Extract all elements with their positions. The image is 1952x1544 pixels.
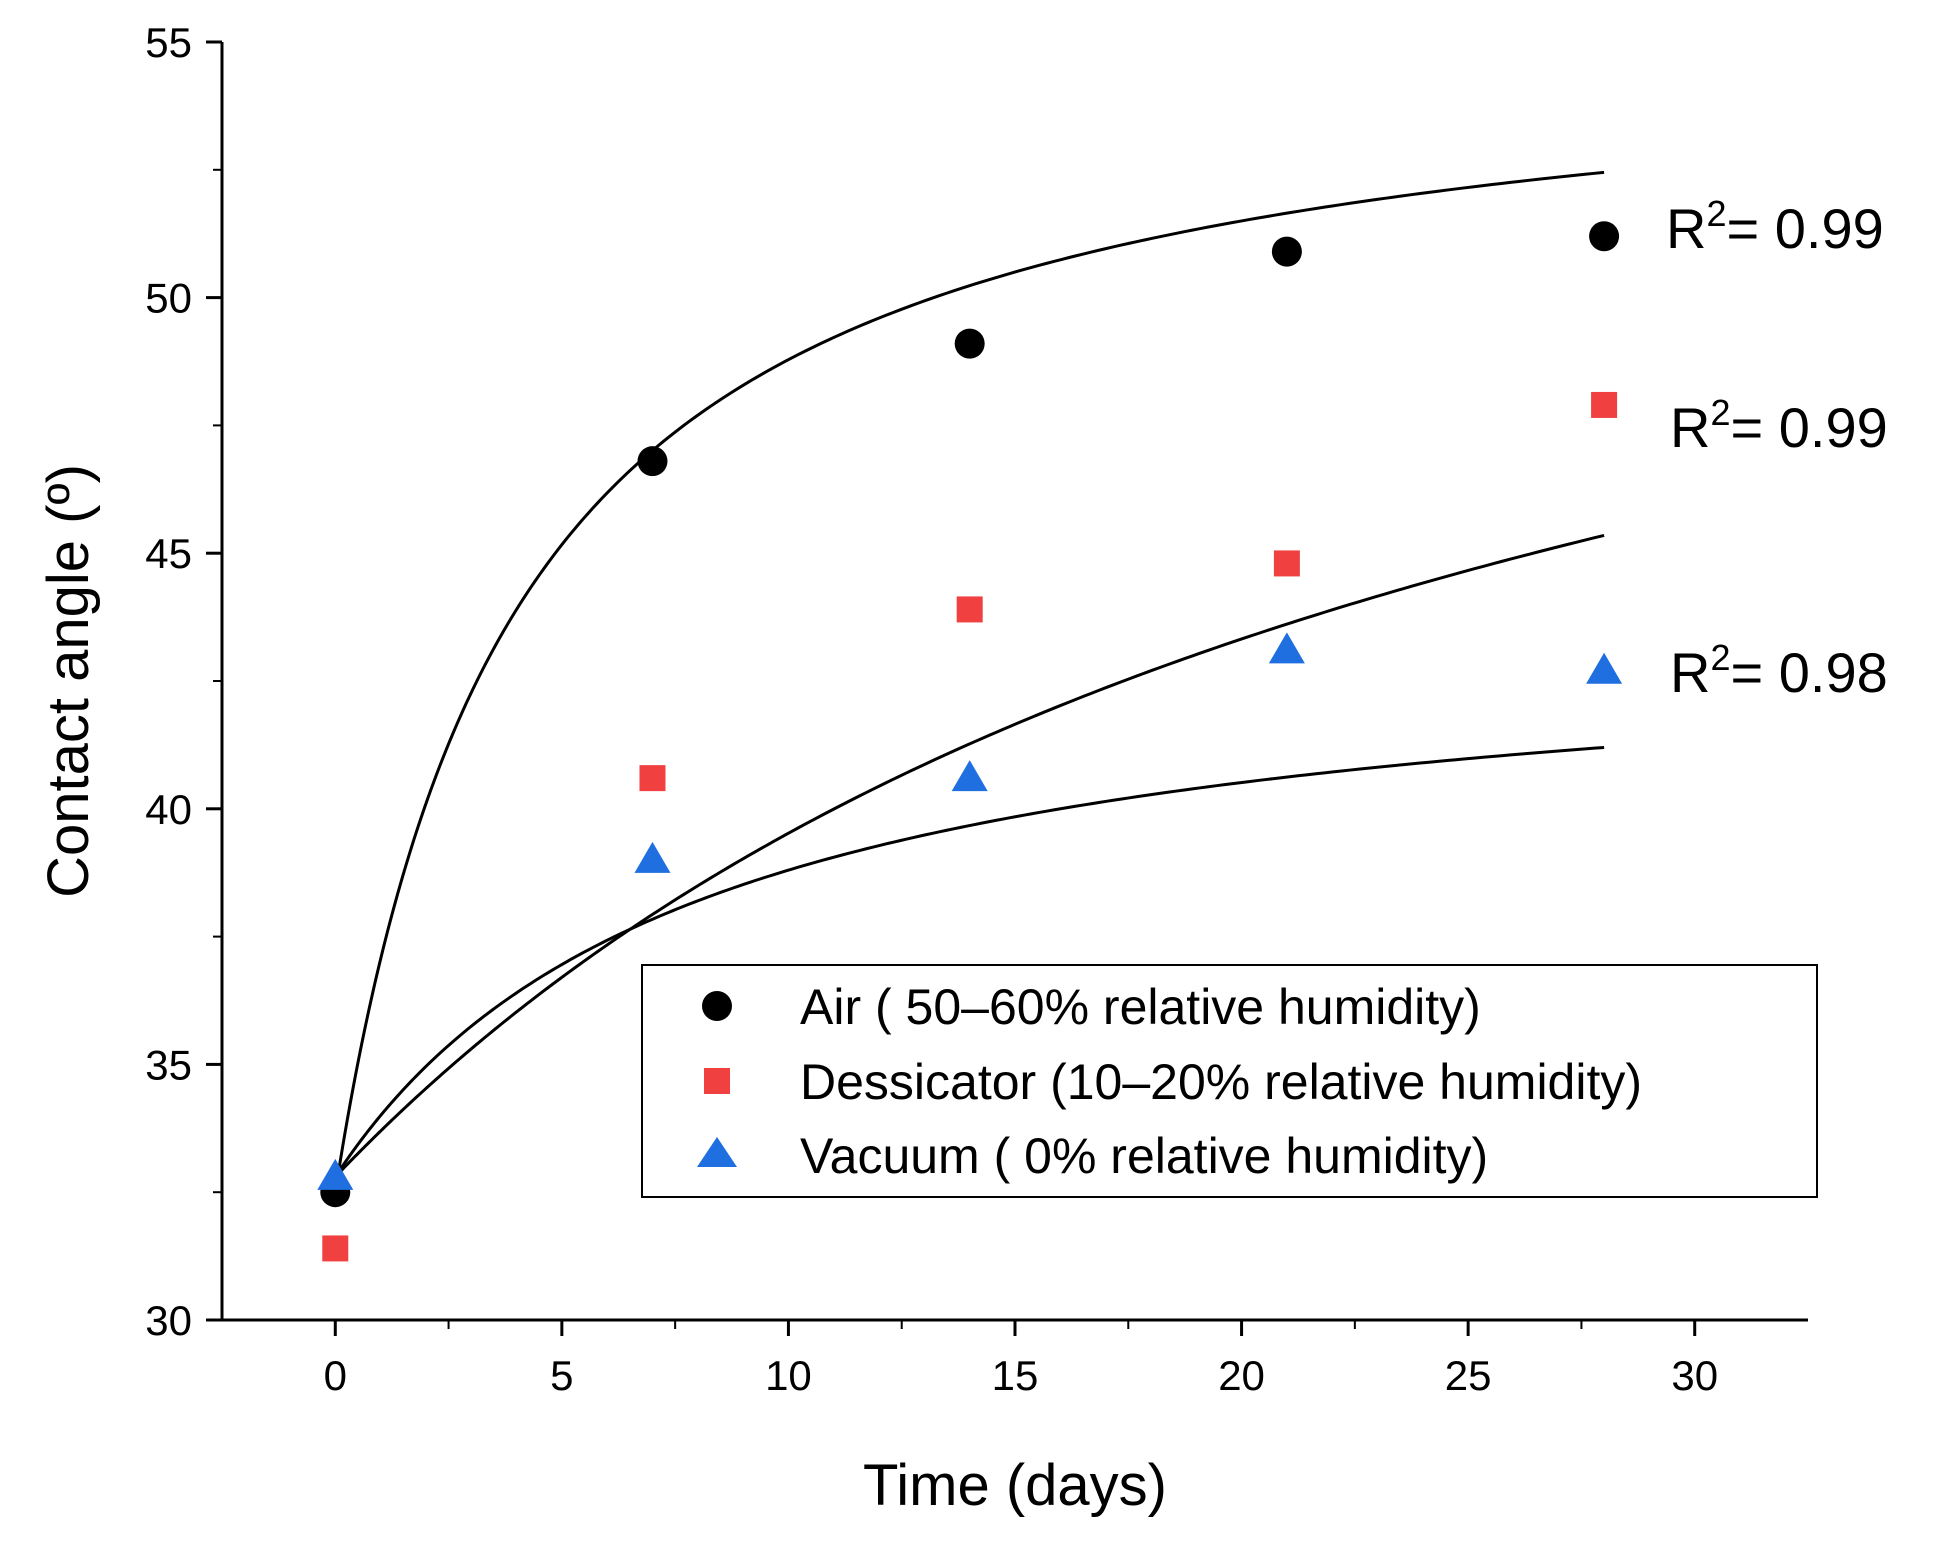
vacuum-data-point <box>634 841 671 873</box>
vacuum-data-point <box>951 760 988 792</box>
y-tick-label: 40 <box>145 786 192 833</box>
vacuum-data-point <box>317 1158 354 1190</box>
legend-dessicator-marker <box>704 1068 730 1094</box>
x-tick-label: 20 <box>1218 1352 1265 1399</box>
air-data-point <box>1589 221 1620 252</box>
legend-vacuum-label: Vacuum ( 0% relative humidity) <box>800 1128 1488 1184</box>
legend-air-marker <box>702 991 732 1021</box>
legend-vacuum-marker <box>697 1137 737 1167</box>
x-tick-label: 5 <box>550 1352 573 1399</box>
vacuum-data-point <box>1268 632 1305 664</box>
fit-curve <box>334 533 1605 1178</box>
legend-air-label: Air ( 50–60% relative humidity) <box>800 979 1481 1035</box>
y-tick-label: 30 <box>145 1297 192 1344</box>
x-tick-label: 10 <box>765 1352 812 1399</box>
r2-air-label: R2= 0.99 <box>1666 193 1884 260</box>
x-tick-label: 15 <box>992 1352 1039 1399</box>
r2-annotations: R2= 0.99 R2= 0.99 R2= 0.98 <box>1666 193 1888 704</box>
legend-dessicator-label: Dessicator (10–20% relative humidity) <box>800 1054 1642 1110</box>
x-tick-label: 30 <box>1671 1352 1718 1399</box>
vacuum-data-point <box>1586 652 1623 684</box>
fit-curve <box>333 170 1605 1193</box>
r2-dessicator-label: R2= 0.99 <box>1670 392 1888 459</box>
y-tick-label: 50 <box>145 275 192 322</box>
fit-curve <box>334 745 1605 1178</box>
dessicator-data-point <box>956 596 983 623</box>
y-tick-label: 45 <box>145 530 192 577</box>
x-tick-label: 25 <box>1445 1352 1492 1399</box>
dessicator-data-point <box>639 765 666 792</box>
air-data-point <box>637 446 668 477</box>
y-tick-label: 35 <box>145 1041 192 1088</box>
air-data-point <box>1271 236 1302 267</box>
air-data-point <box>954 328 985 359</box>
dessicator-data-point <box>322 1235 349 1262</box>
y-axis-title: Contact angle (º) <box>36 464 101 898</box>
r2-vacuum-label: R2= 0.98 <box>1670 637 1888 704</box>
x-tick-label: 0 <box>324 1352 347 1399</box>
dessicator-data-point <box>1273 550 1300 577</box>
fit-curves <box>333 170 1605 1193</box>
x-axis-title: Time (days) <box>863 1453 1167 1518</box>
dessicator-data-point <box>1591 391 1618 418</box>
legend-box <box>641 964 1818 1198</box>
y-tick-label: 55 <box>145 19 192 66</box>
data-points <box>317 221 1623 1262</box>
axis-ticks: 0 5 10 15 20 25 30 30 35 40 45 50 55 <box>145 19 1718 1399</box>
legend: Air ( 50–60% relative humidity) Dessicat… <box>641 964 1818 1198</box>
